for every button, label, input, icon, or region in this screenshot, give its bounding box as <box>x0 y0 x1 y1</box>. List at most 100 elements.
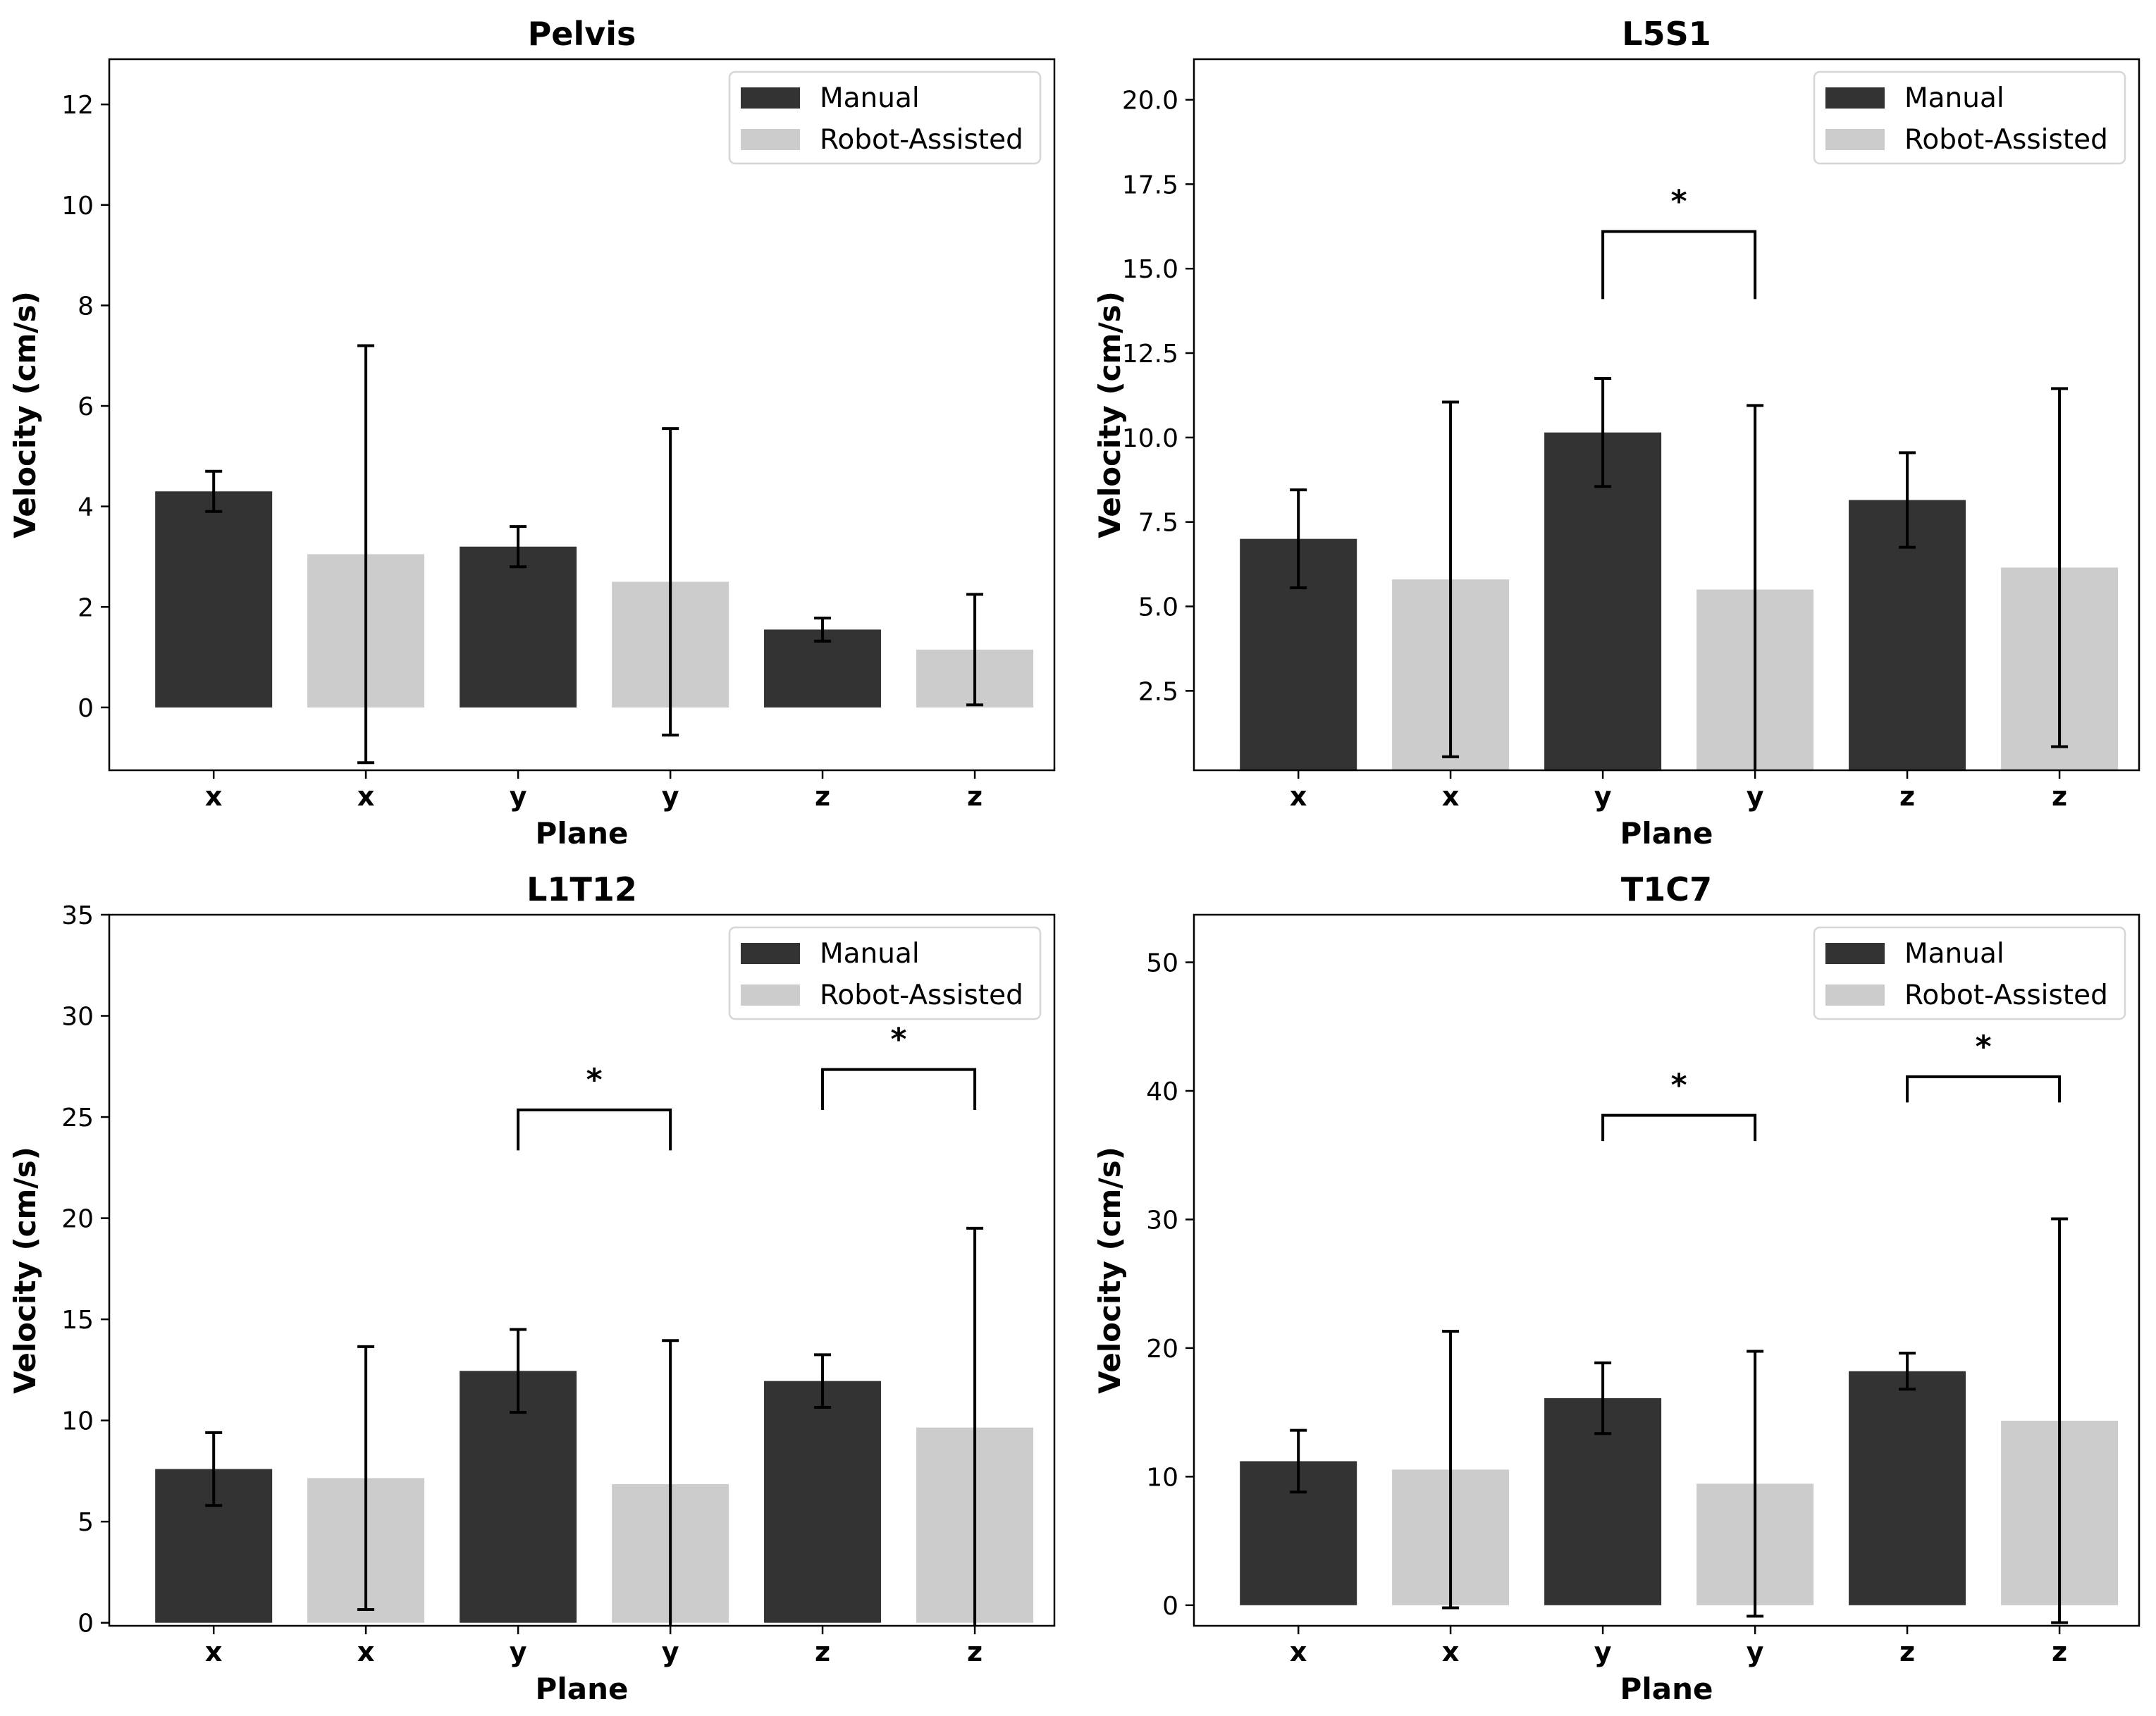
legend-swatch-manual <box>1825 87 1885 109</box>
x-tick-label: x <box>357 1636 375 1667</box>
y-tick-label: 4 <box>78 493 94 522</box>
y-tick-label: 50 <box>1146 949 1178 978</box>
legend-label: Robot-Assisted <box>820 980 1023 1011</box>
y-tick-label: 7.5 <box>1138 509 1178 538</box>
axes-frame <box>1193 58 2140 772</box>
chart-title: Pelvis <box>528 15 636 53</box>
x-axis-label: Plane <box>1620 816 1713 851</box>
legend-label: Robot-Assisted <box>820 124 1023 156</box>
x-tick-label: z <box>1899 1636 1915 1667</box>
y-tick-label: 20 <box>1146 1335 1178 1364</box>
y-tick-label: 12.5 <box>1122 340 1178 369</box>
x-tick-label: y <box>510 781 527 812</box>
y-tick-label: 6 <box>78 393 94 421</box>
y-axis-label: Velocity (cm/s) <box>1092 291 1127 538</box>
y-tick-label: 5.0 <box>1138 593 1178 622</box>
y-axis-label: Velocity (cm/s) <box>8 1147 42 1394</box>
legend-swatch-robot-assisted <box>1825 129 1885 150</box>
bar-manual-z <box>764 629 882 708</box>
x-axis-label: Plane <box>1620 1672 1713 1706</box>
y-tick-label: 0 <box>1162 1592 1178 1621</box>
axes-frame <box>108 913 1056 1627</box>
significance-marker: * <box>891 1022 907 1058</box>
y-axis-label: Velocity (cm/s) <box>1092 1147 1127 1394</box>
significance-bracket <box>1906 1075 2062 1103</box>
x-tick-label: x <box>1442 1636 1460 1667</box>
bar-manual-x <box>155 491 273 708</box>
y-tick-label: 10 <box>1146 1463 1178 1492</box>
x-tick-label: z <box>815 1636 830 1667</box>
y-tick-label: 17.5 <box>1122 171 1178 199</box>
significance-bracket <box>517 1109 672 1151</box>
significance-marker: * <box>1976 1029 1992 1065</box>
x-tick-label: y <box>1594 781 1612 812</box>
y-tick-label: 20.0 <box>1122 87 1178 116</box>
x-tick-label: x <box>1442 781 1460 812</box>
y-tick-label: 12 <box>61 91 94 120</box>
legend-swatch-manual <box>1825 943 1885 964</box>
x-tick-label: x <box>205 781 223 812</box>
legend-box <box>1813 926 2126 1020</box>
significance-bracket <box>1601 230 1757 300</box>
legend-label: Manual <box>1904 938 2004 970</box>
x-tick-label: z <box>2052 1636 2067 1667</box>
y-tick-label: 40 <box>1146 1078 1178 1106</box>
chart-title: L1T12 <box>526 870 637 908</box>
y-tick-label: 10 <box>61 1407 94 1436</box>
legend-label: Manual <box>1904 82 2004 114</box>
x-tick-label: y <box>1594 1636 1612 1667</box>
y-tick-label: 30 <box>1146 1206 1178 1235</box>
x-tick-label: x <box>357 781 375 812</box>
legend-box <box>728 70 1042 165</box>
y-tick-label: 0 <box>78 1610 94 1638</box>
x-tick-label: x <box>1290 781 1307 812</box>
significance-marker: * <box>1671 1068 1687 1104</box>
x-axis-label: Plane <box>536 1672 629 1706</box>
x-tick-label: z <box>1899 781 1915 812</box>
bar-manual-z <box>764 1381 882 1623</box>
x-tick-label: y <box>1747 781 1764 812</box>
y-tick-label: 25 <box>61 1104 94 1132</box>
bar-manual-z <box>1849 1371 1966 1605</box>
legend-label: Manual <box>820 82 920 114</box>
x-tick-label: z <box>967 781 982 812</box>
y-tick-label: 5 <box>78 1508 94 1537</box>
significance-bracket <box>821 1068 977 1111</box>
legend-label: Manual <box>820 938 920 970</box>
legend-label: Robot-Assisted <box>1904 980 2108 1011</box>
significance-marker: * <box>586 1062 603 1098</box>
significance-bracket <box>1601 1113 1757 1142</box>
y-tick-label: 35 <box>61 901 94 930</box>
x-tick-label: y <box>510 1636 527 1667</box>
x-tick-label: x <box>205 1636 223 1667</box>
y-tick-label: 30 <box>61 1003 94 1032</box>
chart-title: L5S1 <box>1622 15 1711 53</box>
y-tick-label: 15.0 <box>1122 255 1178 284</box>
y-tick-label: 10 <box>61 192 94 221</box>
y-tick-label: 2.5 <box>1138 677 1178 706</box>
legend-box <box>1813 70 2126 165</box>
legend-swatch-robot-assisted <box>741 984 800 1006</box>
legend-label: Robot-Assisted <box>1904 124 2108 156</box>
chart-pelvis: 0 2 4 6 8 10 12 x x y y z z Pelvis Plane Velocity (cm/s… <box>8 15 1056 851</box>
chart-t1c7: * * 0 10 20 30 40 50 x x y y z z T1C7 Plane Velocity (cm… <box>1092 870 2140 1706</box>
legend-swatch-robot-assisted <box>1825 984 1885 1006</box>
x-tick-label: z <box>815 781 830 812</box>
bar-manual-y <box>1544 432 1662 770</box>
axes-frame <box>108 58 1056 772</box>
x-axis-label: Plane <box>536 816 629 851</box>
legend-swatch-manual <box>741 943 800 964</box>
legend-box <box>728 926 1042 1020</box>
y-tick-label: 2 <box>78 593 94 622</box>
x-tick-label: x <box>1290 1636 1307 1667</box>
y-tick-label: 20 <box>61 1205 94 1234</box>
legend-swatch-robot-assisted <box>741 129 800 150</box>
y-tick-label: 0 <box>78 694 94 723</box>
x-tick-label: z <box>2052 781 2067 812</box>
y-tick-label: 8 <box>78 292 94 321</box>
significance-marker: * <box>1671 183 1687 219</box>
x-tick-label: y <box>662 1636 679 1667</box>
bar-manual-y <box>460 546 577 708</box>
x-tick-label: z <box>967 1636 982 1667</box>
